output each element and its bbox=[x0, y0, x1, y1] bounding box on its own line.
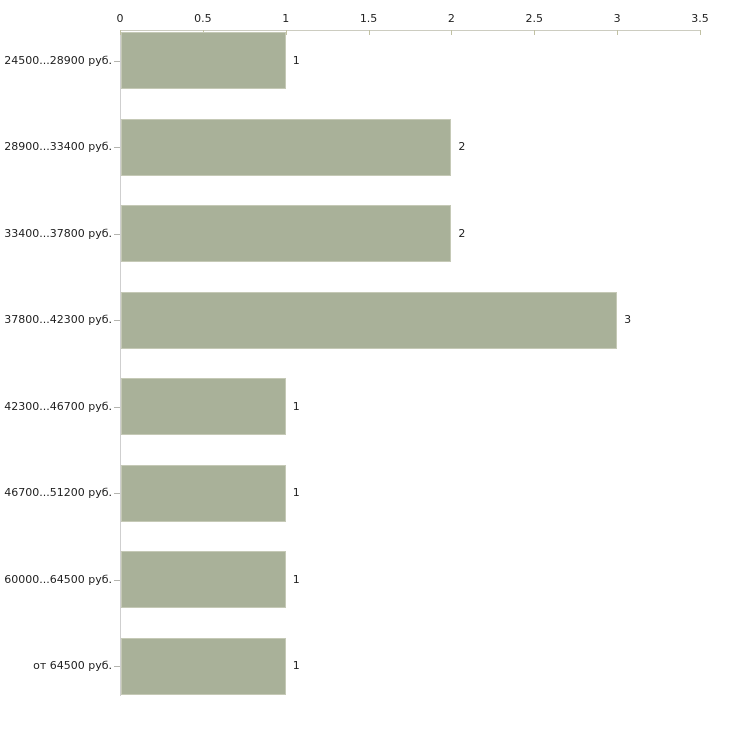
x-tick-label: 3 bbox=[613, 12, 621, 25]
value-label: 3 bbox=[624, 313, 632, 326]
category-tick-mark bbox=[114, 666, 120, 667]
category-label: 33400...37800 руб. bbox=[4, 226, 112, 240]
value-label: 1 bbox=[292, 399, 300, 413]
category-tick-mark bbox=[114, 579, 120, 581]
value-label: 1 bbox=[292, 659, 300, 672]
value-label: 2 bbox=[458, 226, 466, 240]
x-tick-label: 0 bbox=[116, 12, 124, 25]
value-label: 1 bbox=[292, 572, 300, 586]
bar bbox=[121, 637, 286, 695]
x-tick-mark bbox=[534, 30, 536, 35]
x-tick-label: 1.5 bbox=[359, 12, 378, 25]
value-label: 1 bbox=[292, 53, 300, 67]
category-tick-mark bbox=[114, 493, 120, 494]
x-tick-label: 1 bbox=[282, 12, 290, 25]
category-label: 24500...28900 руб. bbox=[4, 53, 112, 67]
category-tick-mark bbox=[114, 233, 120, 235]
x-tick-label: 2 bbox=[447, 12, 455, 25]
x-tick-mark bbox=[451, 30, 453, 35]
category-tick-mark bbox=[114, 60, 120, 62]
x-tick-mark bbox=[368, 30, 370, 35]
category-label: 60000...64500 руб. bbox=[4, 572, 112, 586]
category-tick-mark bbox=[114, 406, 120, 408]
category-label: 28900...33400 руб. bbox=[4, 140, 112, 153]
x-tick-mark bbox=[120, 30, 121, 35]
bar bbox=[121, 291, 618, 349]
x-tick-label: 0.5 bbox=[194, 12, 212, 25]
value-label: 1 bbox=[292, 486, 300, 499]
bar bbox=[121, 118, 452, 176]
category-label: 42300...46700 руб. bbox=[4, 399, 112, 413]
x-axis-line bbox=[120, 30, 700, 31]
x-tick-label: 3.5 bbox=[691, 12, 709, 25]
category-label: от 64500 руб. bbox=[33, 659, 112, 672]
x-tick-mark bbox=[700, 30, 701, 35]
value-label: 2 bbox=[458, 140, 466, 153]
category-label: 46700...51200 руб. bbox=[4, 486, 112, 499]
bar bbox=[121, 464, 286, 522]
category-tick-mark bbox=[114, 147, 120, 148]
x-tick-label: 2.5 bbox=[525, 12, 544, 25]
x-tick-mark bbox=[285, 30, 287, 35]
x-tick-mark bbox=[617, 30, 619, 35]
bar bbox=[121, 205, 452, 262]
bar bbox=[121, 32, 286, 89]
category-tick-mark bbox=[114, 320, 120, 321]
category-label: 37800...42300 руб. bbox=[4, 313, 112, 326]
bar bbox=[121, 551, 286, 608]
y-axis-line bbox=[120, 30, 121, 696]
bar bbox=[121, 378, 286, 435]
